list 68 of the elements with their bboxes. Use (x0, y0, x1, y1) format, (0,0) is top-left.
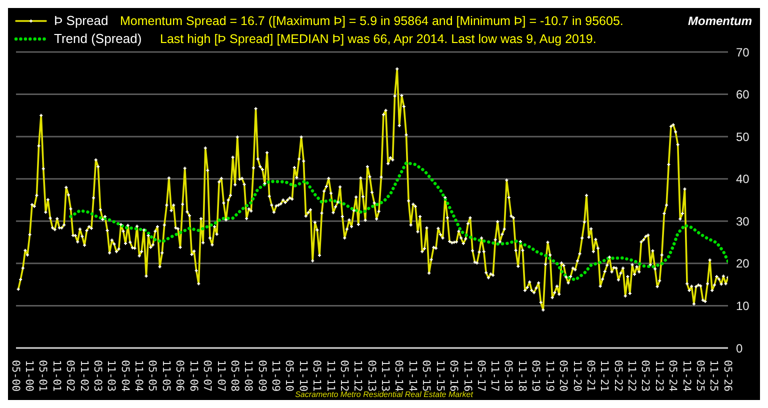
x-tick-label: 05-04 (118, 360, 131, 392)
x-tick-label: 05-21 (584, 360, 596, 392)
x-tick-label: 11-24 (680, 360, 692, 392)
text: Momentum Spread = 16.7 ([Maximum Þ] = 5.9 in 95864 and [Minimum Þ] = -10.7 in 95605. (120, 14, 624, 28)
x-tick-label: 05-10 (283, 360, 296, 392)
x-tick-label: 11-01 (50, 360, 62, 392)
x-tick-label: 11-08 (242, 360, 254, 392)
x-tick-label: 05-05 (146, 360, 158, 392)
x-tick-label: 05-02 (64, 360, 76, 392)
x-tick-label: 05-17 (474, 360, 487, 392)
x-tick-label: 11-00 (23, 360, 36, 392)
x-tick-label: 05-16 (448, 360, 460, 392)
x-tick-label: 05-18 (502, 360, 514, 392)
line-series (69, 161, 728, 282)
x-tick-label: 05-13 (365, 360, 378, 392)
y-tick-label: 60 (736, 88, 750, 102)
x-tick-label: 11-16 (461, 360, 474, 392)
x-tick-label: 11-25 (708, 360, 720, 392)
x-tick-label: 05-25 (694, 360, 706, 392)
x-tick-label: 05-03 (91, 360, 104, 392)
x-tick-label: 05-22 (612, 360, 624, 392)
x-tick-label: 05-15 (420, 360, 432, 392)
x-tick-label: 11-09 (270, 360, 282, 392)
y-tick-label: 0 (736, 341, 743, 356)
y-tick-label: 20 (736, 256, 750, 271)
x-tick-label: 11-22 (626, 360, 638, 392)
x-tick-label: 05-24 (666, 360, 679, 392)
x-tick-label: 05-07 (200, 360, 213, 392)
x-tick-label: 05-00 (9, 360, 22, 392)
x-tick-label: 05-11 (310, 360, 323, 392)
x-tick-label: 11-10 (296, 360, 309, 392)
x-tick-label: 11-07 (214, 360, 227, 392)
y-tick-label: 10 (736, 298, 750, 313)
x-tick-label: 05-23 (639, 360, 652, 392)
x-tick-label: 11-11 (324, 360, 336, 392)
y-tick-label: 70 (736, 45, 750, 60)
x-tick-label: 11-19 (543, 360, 556, 392)
legend-label: Þ Spread (54, 13, 108, 28)
chart-title: Momentum (688, 14, 752, 28)
x-tick-label: 11-12 (352, 360, 364, 392)
x-tick-label: 11-18 (516, 360, 528, 392)
x-tick-label: 05-08 (228, 360, 240, 392)
x-tick-label: 05-14 (392, 360, 405, 392)
x-tick-label: 11-14 (406, 360, 418, 392)
x-tick-label: 11-02 (78, 360, 90, 392)
y-tick-label: 40 (736, 172, 750, 186)
x-tick-label: 05-12 (338, 360, 350, 392)
x-tick-label: 11-20 (570, 360, 583, 392)
x-tick-label: 11-15 (434, 360, 446, 392)
x-tick-label: 11-23 (652, 360, 665, 392)
y-tick-label: 30 (736, 214, 750, 228)
text: Sacramento Metro Residential Real Estate Market (294, 390, 474, 399)
y-tick-label: 50 (736, 130, 750, 144)
x-tick-label: 05-26 (721, 360, 734, 392)
x-tick-label: 11-13 (379, 360, 392, 392)
x-tick-label: 11-05 (160, 360, 172, 392)
text: Last high [Þ Spread] [MEDIAN Þ] was 66, Apr 2014. Last low was 9, Aug 2019. (160, 32, 596, 46)
x-tick-label: 11-21 (598, 360, 610, 392)
x-tick-label: 11-03 (105, 360, 118, 392)
x-tick-label: 05-19 (530, 360, 542, 392)
x-tick-label: 11-04 (132, 360, 145, 392)
x-tick-label: 05-20 (557, 360, 570, 392)
x-tick-label: 05-06 (174, 360, 186, 392)
x-tick-label: 05-01 (36, 360, 49, 392)
x-tick-label: 11-17 (488, 360, 501, 392)
x-tick-label: 11-06 (187, 360, 200, 392)
legend-label: Trend (Spread) (54, 31, 142, 46)
x-tick-label: 05-09 (256, 360, 268, 392)
